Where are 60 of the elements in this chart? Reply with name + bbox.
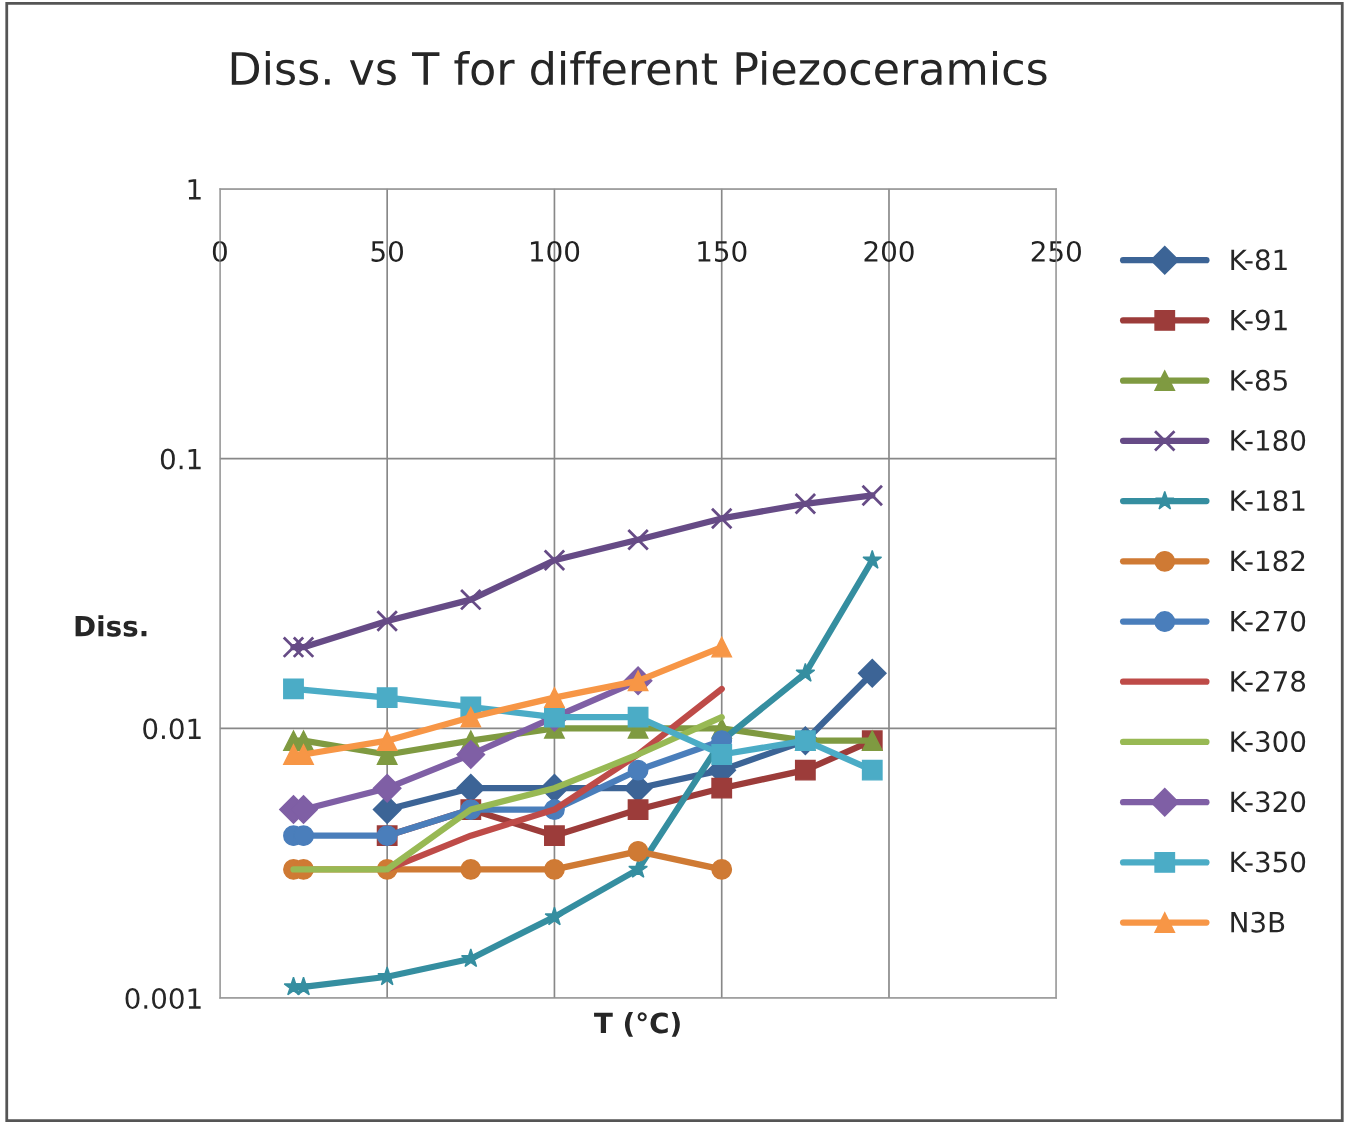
point [794, 492, 817, 515]
point [376, 730, 398, 752]
legend-label: K-181 [1231, 490, 1305, 512]
point [544, 706, 565, 728]
legend-label: K-182 [1231, 550, 1305, 572]
legend-label: K-278 [1231, 670, 1306, 692]
point [282, 636, 305, 659]
point [376, 609, 399, 633]
point [292, 636, 315, 659]
legend-label: K-320 [1231, 791, 1306, 813]
point [544, 687, 565, 709]
point [711, 744, 733, 765]
chart-title: Diss. vs T for different Piezoceramics [231, 50, 1047, 86]
legend-label: K-85 [1231, 369, 1287, 391]
point [544, 825, 565, 847]
y-tick-label: 1 [188, 179, 201, 200]
x-tick-label: 100 [530, 240, 580, 262]
legend-label: K-180 [1231, 429, 1306, 451]
point [862, 549, 883, 569]
legend-label: K-270 [1231, 610, 1306, 632]
point [460, 948, 481, 968]
point [372, 773, 402, 803]
x-tick-label: 150 [698, 240, 747, 262]
point [544, 858, 565, 880]
point [711, 858, 733, 880]
point [459, 588, 482, 611]
x-tick-label: 200 [864, 240, 914, 262]
legend-label: K-81 [1231, 249, 1287, 271]
y-tick-label: 0.001 [125, 988, 201, 1010]
point [627, 799, 649, 820]
point [460, 858, 482, 880]
point [376, 687, 398, 709]
point [627, 840, 649, 862]
y-tick-label: 0.1 [160, 448, 201, 470]
point [544, 906, 565, 926]
x-axis-title: T (°C) [594, 1012, 680, 1037]
point [795, 662, 816, 682]
legend-label: N3B [1231, 911, 1285, 933]
point [543, 549, 566, 572]
point [711, 777, 733, 799]
legend-label: K-300 [1231, 731, 1306, 753]
point [861, 759, 883, 781]
point [627, 706, 649, 728]
point [283, 678, 304, 700]
point [627, 759, 649, 781]
x-tick-label: 0 [212, 240, 227, 262]
x-tick-label: 50 [371, 240, 403, 262]
legend-label: K-91 [1231, 309, 1287, 331]
point [711, 636, 733, 658]
point [794, 759, 816, 781]
point [460, 706, 482, 728]
y-tick-label: 0.01 [143, 718, 201, 740]
point [626, 528, 650, 551]
point [857, 658, 887, 688]
legend-label: K-350 [1231, 851, 1306, 873]
y-axis-title: Diss. [75, 615, 147, 637]
point [861, 484, 884, 507]
x-tick-label: 250 [1031, 240, 1081, 262]
point [456, 740, 486, 769]
point [710, 507, 733, 530]
